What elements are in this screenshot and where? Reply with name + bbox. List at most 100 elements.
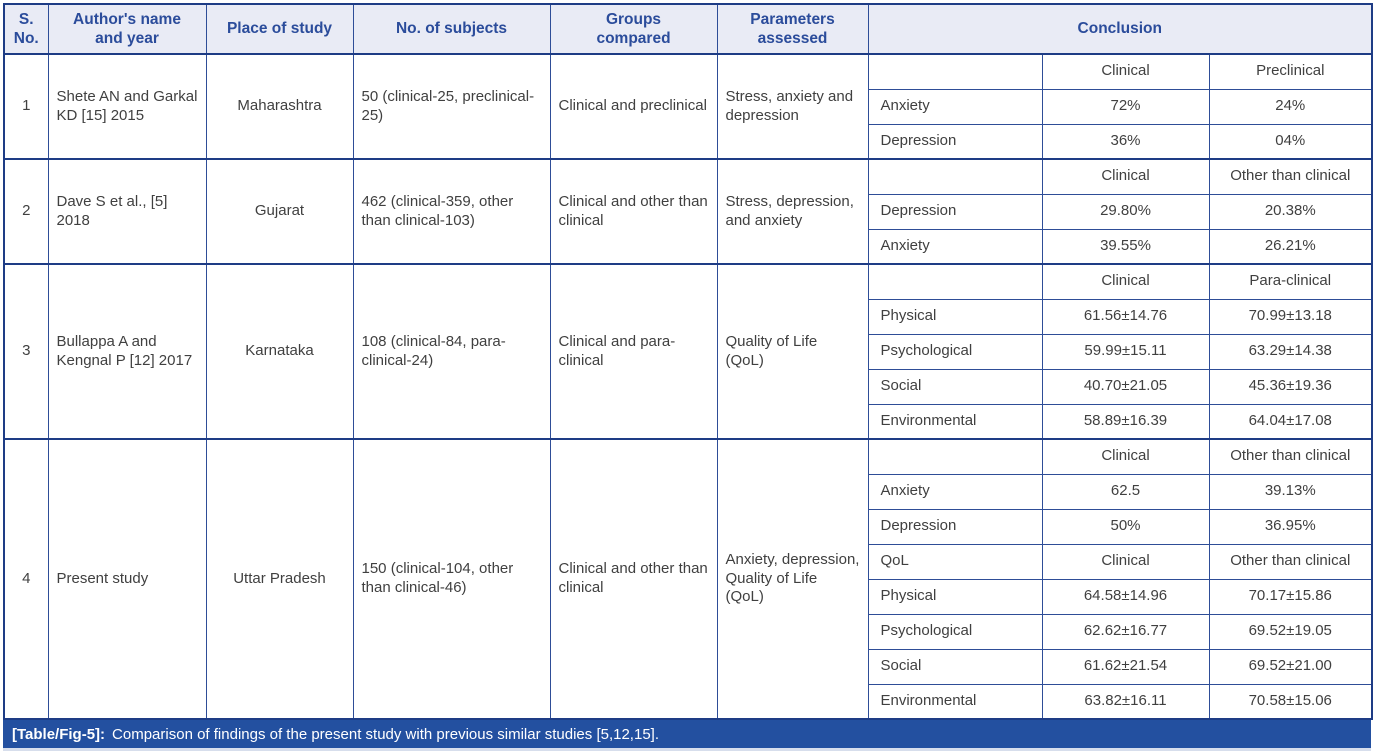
conclusion-subrow: Depression 50% 36.95% xyxy=(4,508,1373,545)
study-subjects: 50 (clinical-25, preclinical-25) xyxy=(352,53,551,160)
study-row: 2 Dave S et al., [5] 2018 Gujarat 462 (c… xyxy=(3,158,1373,265)
study-sno: 4 xyxy=(3,438,49,720)
conclusion-label: Depression xyxy=(867,508,1043,545)
conclusion-label: Anxiety xyxy=(867,228,1043,265)
conclusion-label xyxy=(867,263,1043,300)
table-caption: [Table/Fig-5]: Comparison of findings of… xyxy=(3,720,1371,751)
conclusion-subrow: Environmental 58.89±16.39 64.04±17.08 xyxy=(4,403,1373,440)
study-sno: 1 xyxy=(3,53,49,160)
conclusion-label: Physical xyxy=(867,298,1043,335)
conclusion-group-header: Preclinical xyxy=(1208,53,1373,90)
conclusion-value: 62.62±16.77 xyxy=(1041,613,1210,650)
study-place: Maharashtra xyxy=(205,53,354,160)
conclusion-label: Depression xyxy=(867,123,1043,160)
col-header-conclusion: Conclusion xyxy=(867,3,1373,55)
conclusion-label xyxy=(867,158,1043,195)
conclusion-subrow: Anxiety 39.55% 26.21% xyxy=(4,228,1373,265)
conclusion-label: Social xyxy=(867,648,1043,685)
col-header-subjects: No. of subjects xyxy=(352,3,551,55)
conclusion-label xyxy=(867,53,1043,90)
conclusion-value: 70.99±13.18 xyxy=(1208,298,1373,335)
study-parameters: Stress, anxiety and depression xyxy=(716,53,869,160)
conclusion-subrow: Social 40.70±21.05 45.36±19.36 xyxy=(4,368,1373,405)
conclusion-group-header: Clinical xyxy=(1041,53,1210,90)
col-header-sno: S. No. xyxy=(3,3,49,55)
conclusion-subrow: Environmental 63.82±16.11 70.58±15.06 xyxy=(4,683,1373,720)
conclusion-value: 04% xyxy=(1208,123,1373,160)
study-subjects: 150 (clinical-104, other than clinical-4… xyxy=(352,438,551,720)
study-author: Dave S et al., [5] 2018 xyxy=(47,158,207,265)
conclusion-subrow: Psychological 59.99±15.11 63.29±14.38 xyxy=(4,333,1373,370)
conclusion-value: 63.29±14.38 xyxy=(1208,333,1373,370)
col-header-groups: Groups compared xyxy=(549,3,718,55)
conclusion-label: Social xyxy=(867,368,1043,405)
study-sno: 3 xyxy=(3,263,49,440)
col-header-place: Place of study xyxy=(205,3,354,55)
study-parameters: Quality of Life (QoL) xyxy=(716,263,869,440)
conclusion-value: 20.38% xyxy=(1208,193,1373,230)
conclusion-group-header: Clinical xyxy=(1041,158,1210,195)
conclusion-value: 63.82±16.11 xyxy=(1041,683,1210,720)
conclusion-label: Environmental xyxy=(867,683,1043,720)
conclusion-value: 50% xyxy=(1041,508,1210,545)
conclusion-group-header: Clinical xyxy=(1041,543,1210,580)
study-place: Karnataka xyxy=(205,263,354,440)
conclusion-label: Environmental xyxy=(867,403,1043,440)
conclusion-label xyxy=(867,438,1043,475)
conclusion-label: Anxiety xyxy=(867,88,1043,125)
conclusion-value: 64.04±17.08 xyxy=(1208,403,1373,440)
conclusion-value: 40.70±21.05 xyxy=(1041,368,1210,405)
study-author: Bullappa A and Kengnal P [12] 2017 xyxy=(47,263,207,440)
conclusion-group-header: Other than clinical xyxy=(1208,158,1373,195)
col-header-author: Author's name and year xyxy=(47,3,207,55)
study-groups: Clinical and other than clinical xyxy=(549,158,718,265)
study-row: 1 Shete AN and Garkal KD [15] 2015 Mahar… xyxy=(3,53,1373,160)
conclusion-value: 36% xyxy=(1041,123,1210,160)
study-sno: 2 xyxy=(3,158,49,265)
table-header-row: S. No. Author's name and year Place of s… xyxy=(3,3,1373,55)
conclusion-value: 69.52±19.05 xyxy=(1208,613,1373,650)
conclusion-value: 26.21% xyxy=(1208,228,1373,265)
conclusion-value: 64.58±14.96 xyxy=(1041,578,1210,615)
conclusion-label: Depression xyxy=(867,193,1043,230)
conclusion-group-header: Other than clinical xyxy=(1208,438,1373,475)
conclusion-label: Psychological xyxy=(867,333,1043,370)
study-groups: Clinical and other than clinical xyxy=(549,438,718,720)
study-groups: Clinical and para-clinical xyxy=(549,263,718,440)
study-row: 3 Bullappa A and Kengnal P [12] 2017 Kar… xyxy=(3,263,1373,440)
study-parameters: Stress, depression, and anxiety xyxy=(716,158,869,265)
conclusion-group-header: Clinical xyxy=(1041,438,1210,475)
conclusion-value: 69.52±21.00 xyxy=(1208,648,1373,685)
conclusion-subrow: Anxiety 62.5 39.13% xyxy=(4,473,1373,510)
conclusion-value: 45.36±19.36 xyxy=(1208,368,1373,405)
conclusion-value: 36.95% xyxy=(1208,508,1373,545)
conclusion-group-header: Clinical xyxy=(1041,263,1210,300)
conclusion-value: 61.62±21.54 xyxy=(1041,648,1210,685)
conclusion-label: Physical xyxy=(867,578,1043,615)
study-row: 4 Present study Uttar Pradesh 150 (clini… xyxy=(3,438,1373,720)
conclusion-value: 70.17±15.86 xyxy=(1208,578,1373,615)
conclusion-value: 62.5 xyxy=(1041,473,1210,510)
conclusion-subrow: Depression 29.80% 20.38% xyxy=(4,193,1373,230)
conclusion-value: 61.56±14.76 xyxy=(1041,298,1210,335)
study-subjects: 462 (clinical-359, other than clinical-1… xyxy=(352,158,551,265)
col-header-parameters: Parameters assessed xyxy=(716,3,869,55)
conclusion-group-header: Other than clinical xyxy=(1208,543,1373,580)
study-parameters: Anxiety, depression, Quality of Life (Qo… xyxy=(716,438,869,720)
study-groups: Clinical and preclinical xyxy=(549,53,718,160)
conclusion-label: QoL xyxy=(867,543,1043,580)
study-place: Uttar Pradesh xyxy=(205,438,354,720)
conclusion-subrow: Anxiety 72% 24% xyxy=(4,88,1373,125)
conclusion-subrow: Physical 61.56±14.76 70.99±13.18 xyxy=(4,298,1373,335)
study-author: Shete AN and Garkal KD [15] 2015 xyxy=(47,53,207,160)
study-place: Gujarat xyxy=(205,158,354,265)
conclusion-value: 39.55% xyxy=(1041,228,1210,265)
conclusion-label: Anxiety xyxy=(867,473,1043,510)
conclusion-group-header: Para-clinical xyxy=(1208,263,1373,300)
conclusion-value: 24% xyxy=(1208,88,1373,125)
conclusion-value: 58.89±16.39 xyxy=(1041,403,1210,440)
caption-text: Comparison of findings of the present st… xyxy=(112,725,659,743)
caption-label: [Table/Fig-5]: xyxy=(12,725,106,743)
conclusion-label: Psychological xyxy=(867,613,1043,650)
